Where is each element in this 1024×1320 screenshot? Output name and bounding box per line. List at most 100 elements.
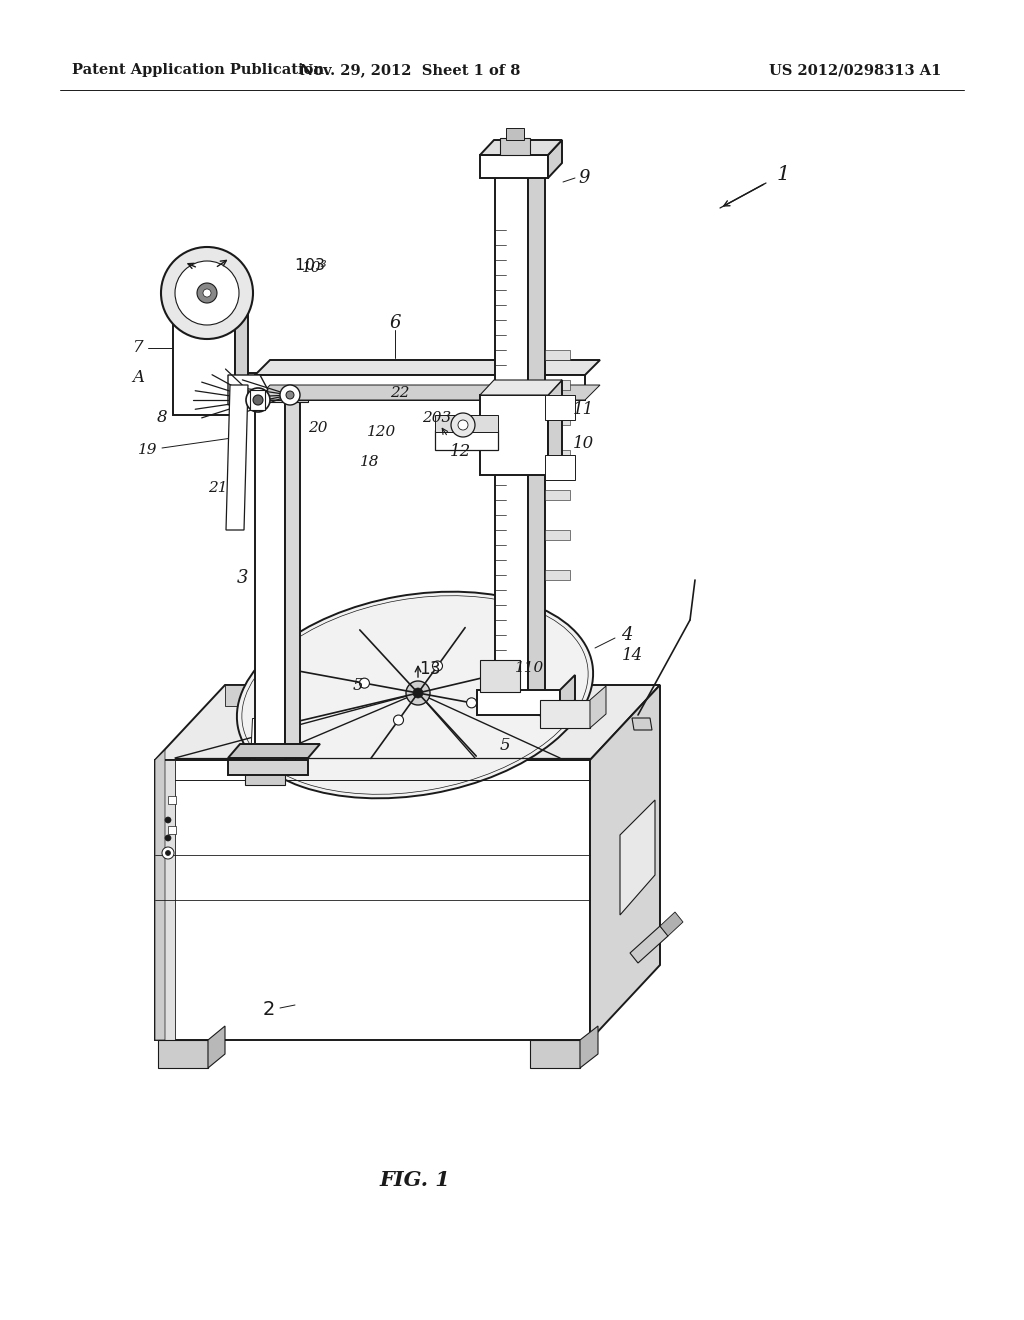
Polygon shape — [435, 414, 498, 432]
Polygon shape — [632, 718, 652, 730]
Polygon shape — [155, 685, 660, 760]
Polygon shape — [285, 375, 300, 760]
Polygon shape — [234, 300, 248, 414]
Text: 14: 14 — [622, 647, 643, 664]
Circle shape — [451, 413, 475, 437]
Polygon shape — [228, 744, 319, 758]
Polygon shape — [545, 414, 570, 425]
Text: 203: 203 — [422, 411, 452, 425]
Polygon shape — [155, 750, 165, 1040]
Polygon shape — [435, 430, 498, 450]
Polygon shape — [548, 140, 562, 178]
Text: Nov. 29, 2012  Sheet 1 of 8: Nov. 29, 2012 Sheet 1 of 8 — [300, 63, 520, 77]
Polygon shape — [245, 760, 285, 785]
Circle shape — [175, 261, 239, 325]
Circle shape — [166, 850, 171, 855]
Text: 21: 21 — [208, 480, 227, 495]
Polygon shape — [590, 686, 606, 729]
Polygon shape — [545, 350, 570, 360]
Circle shape — [253, 395, 263, 405]
Polygon shape — [506, 128, 524, 140]
Polygon shape — [580, 1026, 598, 1068]
Polygon shape — [548, 380, 562, 475]
Polygon shape — [226, 385, 248, 531]
Text: US 2012/0298313 A1: US 2012/0298313 A1 — [769, 63, 941, 77]
Text: 5: 5 — [352, 677, 364, 694]
Text: 5: 5 — [500, 737, 510, 754]
Polygon shape — [545, 490, 570, 500]
Polygon shape — [560, 675, 575, 715]
Text: 10: 10 — [572, 434, 594, 451]
Text: 18: 18 — [360, 455, 380, 469]
Polygon shape — [250, 389, 265, 411]
Text: 3: 3 — [238, 569, 249, 587]
Ellipse shape — [237, 591, 593, 799]
Polygon shape — [480, 380, 562, 395]
Polygon shape — [255, 385, 600, 400]
Circle shape — [413, 688, 423, 698]
Polygon shape — [540, 700, 590, 729]
Polygon shape — [545, 570, 570, 579]
Polygon shape — [620, 800, 655, 915]
Polygon shape — [528, 160, 545, 705]
Polygon shape — [500, 139, 530, 154]
Polygon shape — [208, 1026, 225, 1068]
Text: 7: 7 — [133, 339, 143, 356]
Bar — [168, 826, 176, 834]
Text: $\mathit{13}$: $\mathit{13}$ — [419, 661, 441, 678]
Circle shape — [467, 698, 476, 708]
Polygon shape — [545, 380, 570, 389]
Circle shape — [165, 817, 171, 822]
Polygon shape — [228, 375, 268, 405]
Text: 120: 120 — [368, 425, 396, 440]
Circle shape — [197, 282, 217, 304]
Polygon shape — [545, 455, 575, 480]
Text: 1: 1 — [776, 165, 790, 185]
Circle shape — [359, 678, 370, 688]
Text: 8: 8 — [157, 409, 167, 426]
Circle shape — [406, 681, 430, 705]
Polygon shape — [255, 360, 600, 375]
Circle shape — [246, 388, 270, 412]
Polygon shape — [477, 690, 560, 715]
Text: FIG. 1: FIG. 1 — [380, 1170, 451, 1191]
Bar — [168, 796, 176, 804]
Polygon shape — [480, 140, 562, 154]
Polygon shape — [630, 927, 668, 964]
Text: 12: 12 — [450, 444, 471, 461]
Text: A: A — [132, 370, 144, 387]
Text: Patent Application Publication: Patent Application Publication — [72, 63, 324, 77]
Text: 11: 11 — [572, 401, 594, 418]
Circle shape — [286, 391, 294, 399]
Text: $\mathit{2}$: $\mathit{2}$ — [262, 1001, 274, 1019]
Text: 20: 20 — [308, 421, 328, 436]
Circle shape — [162, 847, 174, 859]
Text: 4: 4 — [622, 626, 633, 644]
Text: 19: 19 — [138, 444, 158, 457]
Circle shape — [458, 420, 468, 430]
Polygon shape — [480, 154, 548, 178]
Polygon shape — [173, 315, 234, 414]
Polygon shape — [155, 760, 175, 1040]
Polygon shape — [545, 531, 570, 540]
Polygon shape — [228, 760, 308, 775]
Polygon shape — [173, 300, 248, 315]
Circle shape — [432, 661, 442, 671]
Circle shape — [203, 289, 211, 297]
Polygon shape — [480, 660, 520, 692]
Polygon shape — [255, 389, 285, 760]
Polygon shape — [228, 389, 308, 403]
Text: 10³: 10³ — [302, 261, 328, 275]
Circle shape — [161, 247, 253, 339]
Polygon shape — [250, 718, 295, 762]
Polygon shape — [228, 374, 319, 388]
Polygon shape — [545, 395, 575, 420]
Polygon shape — [155, 760, 590, 1040]
Polygon shape — [495, 176, 528, 705]
Polygon shape — [590, 685, 660, 1040]
Polygon shape — [158, 1040, 208, 1068]
Text: 6: 6 — [389, 314, 400, 333]
Polygon shape — [255, 375, 585, 400]
Polygon shape — [225, 685, 270, 706]
Polygon shape — [480, 395, 548, 475]
